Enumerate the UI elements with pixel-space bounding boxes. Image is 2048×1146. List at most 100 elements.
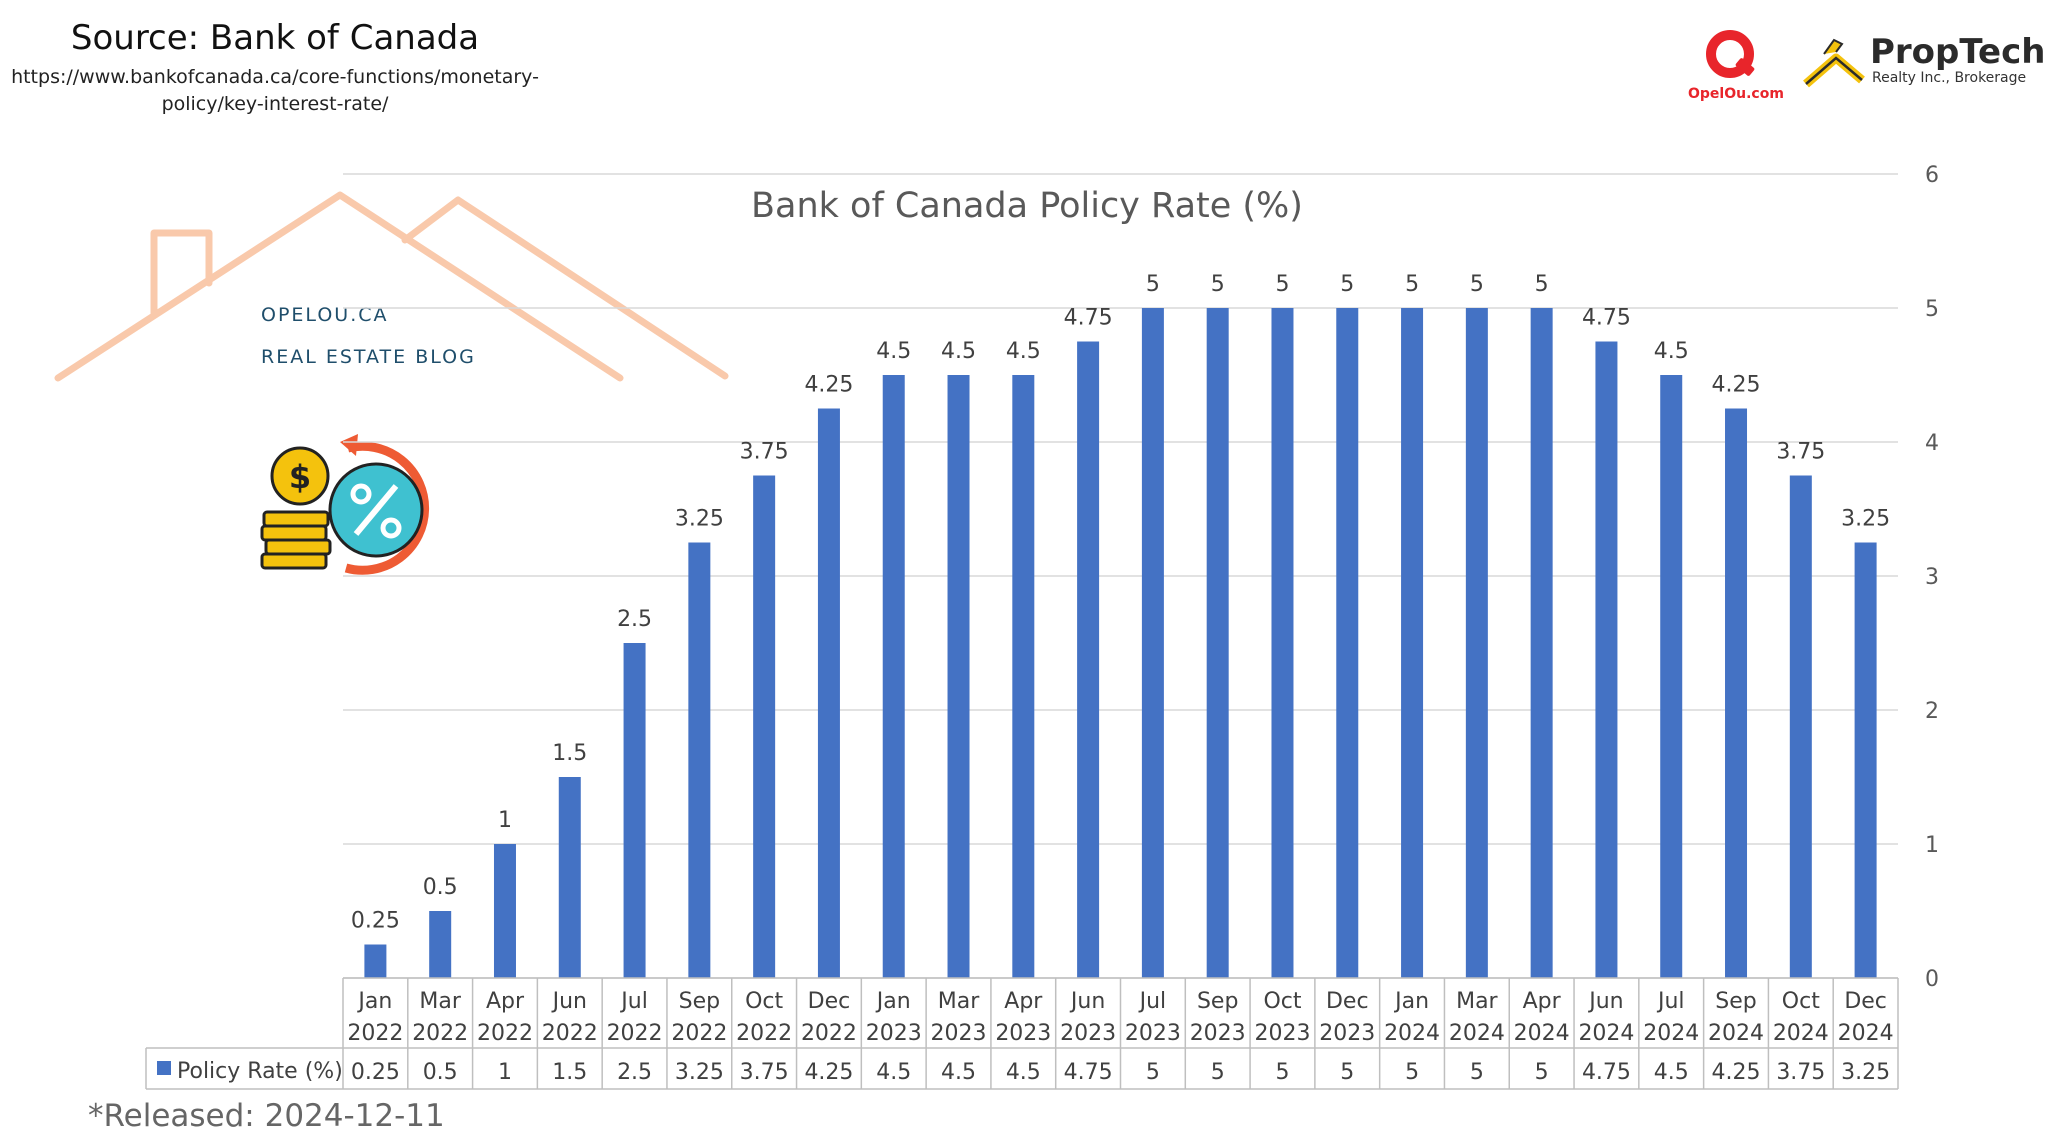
- bar: [688, 542, 711, 978]
- category-month-label: Jun: [551, 989, 587, 1014]
- category-year-label: 2022: [412, 1021, 468, 1046]
- table-value: 4.25: [804, 1060, 853, 1085]
- table-value: 4.25: [1712, 1060, 1761, 1085]
- data-label: 1.5: [552, 741, 587, 766]
- category-month-label: Apr: [486, 989, 525, 1014]
- category-year-label: 2023: [1254, 1021, 1310, 1046]
- source-url[interactable]: https://www.bankofcanada.ca/core-functio…: [10, 64, 540, 118]
- category-year-label: 2022: [801, 1021, 857, 1046]
- table-value: 4.75: [1064, 1060, 1113, 1085]
- category-month-label: Jun: [1069, 989, 1105, 1014]
- table-value: 1.5: [552, 1060, 587, 1085]
- category-year-label: 2023: [1060, 1021, 1116, 1046]
- coin-percent-icon: $: [260, 434, 430, 575]
- category-month-label: Mar: [1456, 989, 1498, 1014]
- chart-bars: [364, 308, 1877, 978]
- category-year-label: 2023: [866, 1021, 922, 1046]
- chart-gridlines: [343, 173, 1898, 979]
- data-label: 4.5: [941, 339, 976, 364]
- bar: [1789, 475, 1812, 978]
- category-month-label: Oct: [1782, 989, 1820, 1014]
- y-tick-label: 5: [1925, 297, 1939, 322]
- data-label: 5: [1470, 272, 1484, 297]
- category-month-label: Dec: [808, 989, 851, 1014]
- category-year-label: 2022: [347, 1021, 403, 1046]
- category-year-label: 2024: [1384, 1021, 1440, 1046]
- table-value: 3.25: [675, 1060, 724, 1085]
- category-year-label: 2023: [1190, 1021, 1246, 1046]
- category-month-label: Apr: [1004, 989, 1043, 1014]
- table-value: 4.75: [1582, 1060, 1631, 1085]
- category-year-label: 2022: [671, 1021, 727, 1046]
- y-tick-label: 6: [1925, 163, 1939, 188]
- y-tick-label: 3: [1925, 565, 1939, 590]
- category-year-label: 2024: [1449, 1021, 1505, 1046]
- opelou-logo-icon: [1706, 30, 1755, 78]
- category-month-label: Jun: [1587, 989, 1623, 1014]
- source-title: Source: Bank of Canada: [70, 18, 480, 58]
- bar: [558, 777, 581, 978]
- category-month-label: Sep: [679, 989, 720, 1014]
- table-value: 5: [1275, 1060, 1289, 1085]
- data-label: 0.5: [423, 875, 458, 900]
- bar: [1336, 308, 1359, 978]
- data-label: 2.5: [617, 607, 652, 632]
- category-year-label: 2023: [1319, 1021, 1375, 1046]
- category-month-label: Jan: [1393, 989, 1429, 1014]
- category-year-label: 2022: [736, 1021, 792, 1046]
- table-value: 0.25: [351, 1060, 400, 1085]
- bar: [1206, 308, 1229, 978]
- category-year-label: 2024: [1708, 1021, 1764, 1046]
- category-month-label: Oct: [1263, 989, 1301, 1014]
- bar: [1725, 408, 1748, 978]
- category-month-label: Sep: [1715, 989, 1756, 1014]
- table-value: 3.75: [1776, 1060, 1825, 1085]
- table-value: 5: [1470, 1060, 1484, 1085]
- proptech-brand-subtitle: Realty Inc., Brokerage: [1872, 70, 2027, 86]
- category-month-label: Sep: [1197, 989, 1238, 1014]
- y-tick-label: 2: [1925, 699, 1939, 724]
- table-value: 1: [498, 1060, 512, 1085]
- bar: [364, 944, 387, 978]
- bar: [947, 375, 970, 978]
- bar: [1465, 308, 1488, 978]
- category-month-label: Mar: [419, 989, 461, 1014]
- opelou-logo-text: OpelOu.com: [1688, 86, 1784, 102]
- bar: [882, 375, 905, 978]
- data-label: 3.25: [1841, 507, 1890, 532]
- bar: [1660, 375, 1683, 978]
- bar: [1401, 308, 1424, 978]
- table-value: 5: [1535, 1060, 1549, 1085]
- category-month-label: Jan: [875, 989, 911, 1014]
- data-label: 3.75: [1776, 440, 1825, 465]
- data-label: 4.75: [1064, 306, 1113, 331]
- data-label: 4.5: [1006, 339, 1041, 364]
- chart-title: Bank of Canada Policy Rate (%): [751, 186, 1303, 226]
- data-label: 3.75: [740, 440, 789, 465]
- category-year-label: 2023: [931, 1021, 987, 1046]
- category-month-label: Jul: [619, 989, 648, 1014]
- bar: [429, 911, 452, 978]
- category-year-label: 2024: [1773, 1021, 1829, 1046]
- released-date: *Released: 2024-12-11: [88, 1098, 445, 1134]
- source-url-line-2: policy/key-interest-rate/: [161, 93, 389, 115]
- table-value: 4.5: [876, 1060, 911, 1085]
- category-month-label: Jan: [356, 989, 392, 1014]
- table-value: 3.25: [1841, 1060, 1890, 1085]
- data-label: 4.5: [1654, 339, 1689, 364]
- chart-data-table: Jan 2022 0.25 Mar 2022 0.5 Apr 2022 1 Jun 2022 1.5 J…: [145, 977, 1899, 1090]
- bar: [1077, 341, 1100, 978]
- category-year-label: 2024: [1514, 1021, 1570, 1046]
- category-year-label: 2023: [1125, 1021, 1181, 1046]
- legend-series-name: Policy Rate (%): [177, 1059, 343, 1084]
- category-month-label: Jul: [1138, 989, 1167, 1014]
- bar: [1012, 375, 1035, 978]
- table-value: 5: [1146, 1060, 1160, 1085]
- category-month-label: Jul: [1656, 989, 1685, 1014]
- table-value: 5: [1405, 1060, 1419, 1085]
- table-value: 4.5: [941, 1060, 976, 1085]
- bar: [753, 475, 776, 978]
- table-value: 4.5: [1006, 1060, 1041, 1085]
- bar: [1530, 308, 1553, 978]
- category-month-label: Dec: [1326, 989, 1369, 1014]
